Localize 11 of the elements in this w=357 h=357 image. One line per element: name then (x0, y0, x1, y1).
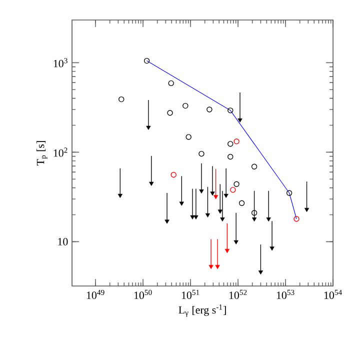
x-axis-title: L$_{γ}$ [erg s$^{-1}$] (178, 304, 226, 317)
x-tick-label: 10$^{50}$ (134, 290, 152, 300)
x-tick-label: 10$^{53}$ (276, 290, 294, 299)
y-tick-label: 10$^{2}$ (54, 148, 68, 157)
x-tick-label: 10$^{51}$ (182, 290, 200, 299)
x-tick-label: 10$^{52}$ (229, 290, 247, 299)
y-tick-label: 10$^{3}$ (54, 58, 68, 68)
x-tick-label: 10$^{49}$ (86, 290, 104, 299)
x-tick-label: 10$^{54}$ (324, 290, 342, 299)
y-tick-label: 10 (58, 238, 68, 246)
y-axis-title: T$_{p}$ [s] (36, 141, 48, 166)
